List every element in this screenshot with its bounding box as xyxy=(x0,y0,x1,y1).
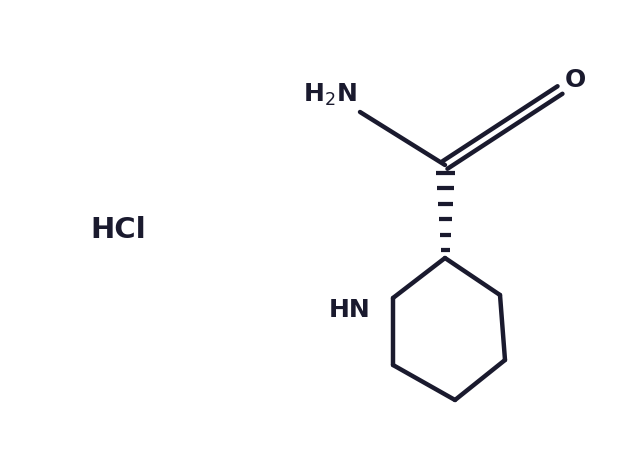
Text: HN: HN xyxy=(329,298,371,322)
Text: H$_2$N: H$_2$N xyxy=(303,82,357,108)
Text: HCl: HCl xyxy=(90,216,146,244)
Text: O: O xyxy=(564,68,586,92)
